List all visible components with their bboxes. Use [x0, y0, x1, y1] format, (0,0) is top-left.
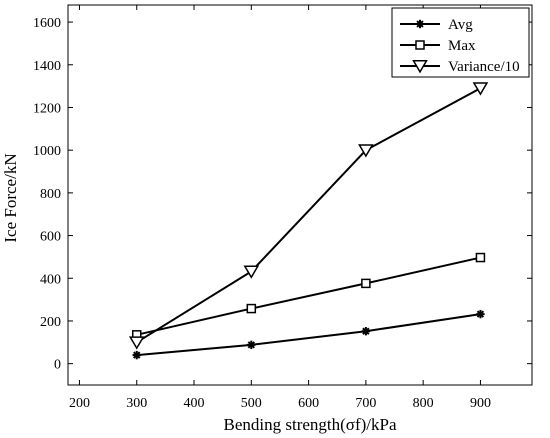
data-point: [475, 252, 486, 263]
x-tick-label: 600: [298, 396, 319, 411]
data-point: [128, 336, 145, 350]
series-line: [136, 313, 481, 357]
series-2: [128, 82, 489, 350]
legend-marker: [415, 19, 425, 29]
x-tick-label: 400: [184, 396, 205, 411]
data-point: [476, 309, 485, 319]
y-tick-label: 1200: [33, 101, 61, 116]
legend-label: Max: [448, 38, 476, 54]
x-tick-label: 200: [69, 396, 90, 411]
legend-label: Variance/10: [448, 59, 520, 75]
y-tick-label: 1000: [33, 144, 61, 159]
y-tick-label: 0: [54, 358, 61, 373]
data-point: [361, 327, 371, 336]
data-point: [132, 350, 141, 360]
legend-items: Avg Max Variance/10: [400, 17, 520, 75]
x-axis-label: Bending strength(σf)/kPa: [224, 415, 397, 434]
data-point: [358, 144, 374, 158]
y-tick-label: 1600: [33, 16, 61, 31]
y-tick-label: 800: [40, 187, 61, 202]
legend-item: Variance/10: [400, 59, 520, 75]
data-point: [243, 265, 260, 279]
legend-item: Max: [400, 38, 476, 54]
series-layer: [128, 82, 489, 360]
y-tick-label: 600: [40, 230, 61, 245]
data-point: [361, 278, 371, 289]
x-tick-label: 500: [241, 396, 262, 411]
plot-frame: [67, 4, 533, 386]
x-tick-label: 700: [355, 396, 376, 411]
legend-label: Avg: [448, 17, 473, 33]
y-axis-label: Ice Force/kN: [1, 153, 20, 242]
x-tick-label: 300: [126, 396, 147, 411]
series-1: [131, 252, 486, 340]
series-line: [136, 256, 481, 336]
series-line: [136, 87, 481, 344]
data-point: [472, 82, 489, 96]
legend: Avg Max Variance/10: [391, 7, 530, 78]
y-tick-label: 1400: [33, 59, 61, 74]
series-0: [132, 309, 485, 360]
legend-item: Avg: [400, 17, 473, 33]
y-tick-label: 400: [40, 272, 61, 287]
legend-marker: [415, 40, 425, 50]
x-tick-label: 900: [470, 396, 491, 411]
y-tick-label: 200: [40, 315, 61, 330]
data-point: [246, 303, 257, 314]
data-point: [247, 340, 256, 350]
legend-marker: [412, 60, 428, 74]
x-tick-label: 800: [413, 396, 434, 411]
x-axis-ticks: 200 300 400 500 600 700 800 900: [69, 5, 491, 411]
y-axis-ticks: 0 200 400 600 800 1000 1200 1400 1600: [33, 16, 532, 373]
